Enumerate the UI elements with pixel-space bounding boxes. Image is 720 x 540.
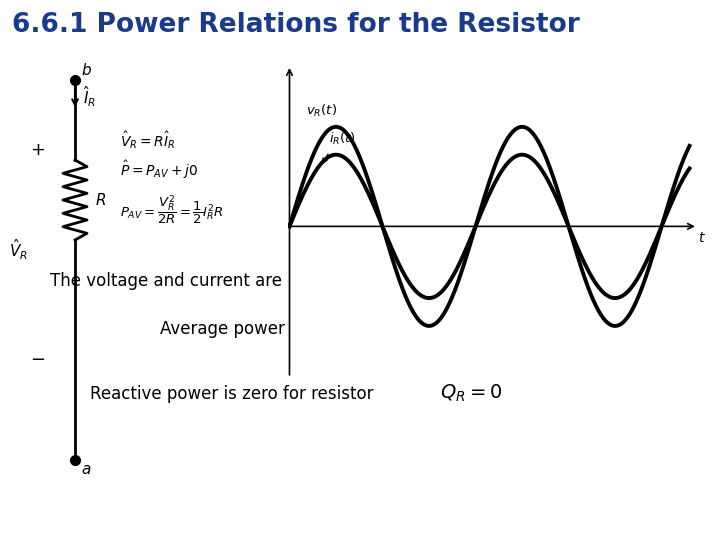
Text: $t$: $t$ xyxy=(698,231,706,245)
Text: $Q_R = 0$: $Q_R = 0$ xyxy=(440,383,503,404)
Text: $\hat{V}_R$: $\hat{V}_R$ xyxy=(9,238,28,262)
Text: $\hat{I}_R$: $\hat{I}_R$ xyxy=(83,85,96,109)
Text: 6.6.1 Power Relations for the Resistor: 6.6.1 Power Relations for the Resistor xyxy=(12,12,580,38)
Text: $\hat{V}_R = R\hat{I}_R$: $\hat{V}_R = R\hat{I}_R$ xyxy=(318,338,411,372)
Text: b: b xyxy=(81,63,91,78)
Text: Reactive power is zero for resistor: Reactive power is zero for resistor xyxy=(90,385,374,403)
Text: +: + xyxy=(30,141,45,159)
Text: −: − xyxy=(30,351,45,369)
Text: $v_R(t)$: $v_R(t)$ xyxy=(306,103,337,119)
Text: $\hat{V}_R = R\hat{I}_R$: $\hat{V}_R = R\hat{I}_R$ xyxy=(120,129,176,151)
Text: The voltage and current are in phase so: The voltage and current are in phase so xyxy=(50,272,382,290)
Text: $\hat{P} = P_{AV} + j0$: $\hat{P} = P_{AV} + j0$ xyxy=(120,159,198,181)
Text: a: a xyxy=(81,462,91,477)
Text: $\theta_v - \theta_i = 0°$: $\theta_v - \theta_i = 0°$ xyxy=(435,272,526,293)
Text: $P_{AV} = \dfrac{V_R^2}{2R} = \dfrac{1}{2}I_R^2 R$: $P_{AV} = \dfrac{V_R^2}{2R} = \dfrac{1}{… xyxy=(120,193,224,227)
Text: Average power is:: Average power is: xyxy=(160,320,310,338)
Text: $R$: $R$ xyxy=(95,192,106,208)
Text: $i_R(t)$: $i_R(t)$ xyxy=(330,131,356,147)
Text: $P_{AV,R} = \dfrac{1}{2}\dfrac{V_R^2}{R} = \dfrac{1}{2}I_R^2 R$: $P_{AV,R} = \dfrac{1}{2}\dfrac{V_R^2}{R}… xyxy=(370,317,532,361)
